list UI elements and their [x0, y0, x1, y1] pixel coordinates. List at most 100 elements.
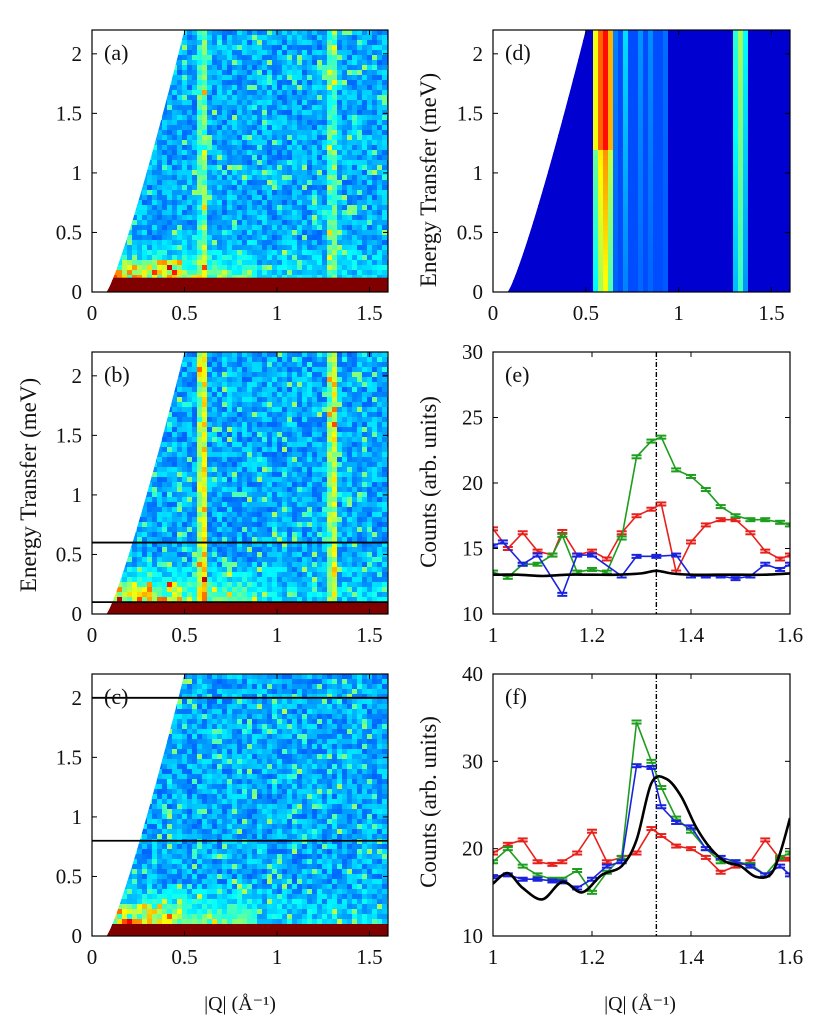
panel-a-cell	[172, 75, 178, 81]
panel-b-cell	[322, 402, 328, 408]
panel-a-cell	[322, 105, 328, 111]
panel-a-cell	[157, 165, 163, 171]
panel-a-cell	[327, 80, 333, 86]
panel-a-cell	[177, 215, 183, 221]
panel-a-cell	[312, 150, 318, 156]
panel-b-cell	[212, 457, 218, 463]
panel-a-cell	[232, 100, 238, 106]
panel-b-cell	[227, 352, 233, 358]
panel-a-cell	[367, 150, 373, 156]
panel-a-cell	[337, 185, 343, 191]
panel-a-cell	[92, 255, 98, 261]
panel-a-cell	[207, 65, 213, 71]
panel-a-cell	[297, 255, 303, 261]
panel-a-cell	[232, 245, 238, 251]
panel-b-cell	[132, 412, 138, 418]
panel-b-cell	[122, 452, 128, 458]
panel-b-cell	[127, 467, 133, 473]
panel-a-cell	[132, 185, 138, 191]
panel-a-cell	[107, 220, 113, 226]
panel-a-cell	[337, 145, 343, 151]
panel-a-cell	[322, 215, 328, 221]
panel-a-cell	[362, 70, 368, 76]
panel-b-cell	[162, 422, 168, 428]
panel-a-cell	[287, 35, 293, 41]
panel-a-cell	[337, 130, 343, 136]
panel-a-cell	[242, 215, 248, 221]
panel-b-cell	[142, 407, 148, 413]
panel-b-cell	[222, 462, 228, 468]
panel-a-ytick-label: 0	[72, 280, 83, 304]
panel-a-cell	[337, 135, 343, 141]
panel-b-cell	[147, 407, 153, 413]
panel-a-cell	[152, 225, 158, 231]
panel-b-cell	[292, 467, 298, 473]
panel-b-cell	[367, 487, 373, 493]
panel-a-cell	[162, 65, 168, 71]
panel-a-cell	[317, 180, 323, 186]
panel-a-cell	[362, 220, 368, 226]
panel-b-cell	[237, 412, 243, 418]
panel-b-cell	[177, 407, 183, 413]
panel-a-cell	[112, 135, 118, 141]
panel-a-cell	[337, 55, 343, 61]
panel-a-cell	[247, 90, 253, 96]
panel-a-cell	[107, 30, 113, 36]
panel-b-cell	[317, 462, 323, 468]
panel-b-cell	[262, 422, 268, 428]
panel-a-cell	[372, 45, 378, 51]
panel-a-cell	[367, 100, 373, 106]
panel-a-cell	[227, 100, 233, 106]
panel-b-cell	[372, 457, 378, 463]
panel-b-cell	[372, 472, 378, 478]
panel-b-cell	[222, 447, 228, 453]
panel-a-cell	[287, 80, 293, 86]
panel-b-cell	[232, 367, 238, 373]
panel-b-cell	[297, 467, 303, 473]
panel-a-cell	[162, 155, 168, 161]
panel-b-cell	[352, 487, 358, 493]
panel-a-cell	[317, 245, 323, 251]
panel-b-cell	[267, 417, 273, 423]
panel-a-cell	[267, 145, 273, 151]
panel-a-cell	[112, 260, 118, 266]
panel-b-cell	[222, 437, 228, 443]
panel-b-cell	[187, 392, 193, 398]
panel-a-cell	[257, 105, 263, 111]
panel-a-cell	[97, 285, 103, 291]
panel-a-cell	[262, 85, 268, 91]
panel-b-cell	[297, 417, 303, 423]
panel-b-cell	[247, 487, 253, 493]
panel-b-cell	[297, 492, 303, 498]
panel-a-cell	[307, 215, 313, 221]
panel-a-cell	[132, 155, 138, 161]
panel-a-cell	[247, 160, 253, 166]
panel-a-cell	[347, 90, 353, 96]
panel-b-cell	[177, 387, 183, 393]
panel-a-cell	[377, 250, 383, 256]
panel-a-cell	[157, 135, 163, 141]
panel-b-cell	[152, 397, 158, 403]
panel-a-cell	[157, 40, 163, 46]
panel-b-cell	[342, 437, 348, 443]
panel-a-cell	[282, 260, 288, 266]
panel-b-cell	[162, 482, 168, 488]
panel-a-cell	[97, 215, 103, 221]
panel-a-cell	[307, 75, 313, 81]
panel-b-cell	[272, 407, 278, 413]
panel-b-cell	[347, 387, 353, 393]
panel-b-cell	[247, 422, 253, 428]
panel-a-cell	[352, 105, 358, 111]
panel-b-cell	[192, 447, 198, 453]
panel-b-cell	[377, 407, 383, 413]
panel-a-cell	[202, 140, 208, 146]
panel-a-cell	[142, 65, 148, 71]
panel-b-cell	[92, 477, 98, 483]
panel-a-cell	[222, 75, 228, 81]
panel-b-cell	[172, 457, 178, 463]
panel-a-cell	[372, 100, 378, 106]
panel-a-cell	[157, 255, 163, 261]
panel-b-cell	[247, 412, 253, 418]
panel-a-cell	[222, 200, 228, 206]
panel-b-cell	[106, 427, 108, 433]
